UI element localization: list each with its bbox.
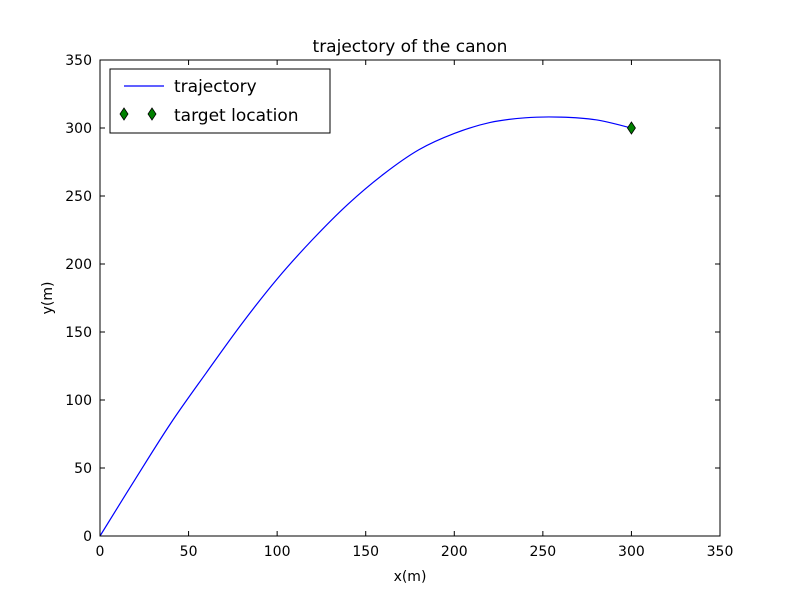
y-tick-label: 0 — [83, 529, 92, 545]
x-tick-label: 350 — [707, 544, 734, 560]
y-axis-title: y(m) — [40, 282, 56, 315]
x-tick-label: 300 — [618, 544, 645, 560]
x-tick-label: 0 — [96, 544, 105, 560]
y-tick-label: 350 — [65, 53, 92, 69]
y-tick-label: 150 — [65, 325, 92, 341]
legend-box — [109, 68, 331, 134]
legend-marker-right — [147, 107, 157, 121]
x-tick-label: 250 — [529, 544, 556, 560]
x-tick-label: 100 — [264, 544, 291, 560]
legend-label-trajectory: trajectory — [174, 77, 257, 97]
x-tick-label: 200 — [441, 544, 468, 560]
legend: trajectory target location — [109, 68, 331, 134]
x-axis-title: x(m) — [394, 569, 427, 585]
series-layer — [99, 116, 636, 537]
y-tick-label: 100 — [65, 393, 92, 409]
target-marker — [626, 121, 636, 135]
y-tick-label: 250 — [65, 189, 92, 205]
x-tick-label: 150 — [352, 544, 379, 560]
chart-title: trajectory of the canon — [313, 37, 508, 57]
plot-area — [100, 60, 720, 536]
x-tick-label: 50 — [180, 544, 198, 560]
y-tick-label: 50 — [74, 461, 92, 477]
legend-label-target: target location — [174, 106, 299, 126]
plot-frame — [99, 59, 721, 537]
y-tick-label: 200 — [65, 257, 92, 273]
legend-marker-left — [119, 107, 129, 121]
ticks-layer: 0 50 100 150 200 250 300 350 0 50 100 150 200 250 300 3… — [65, 53, 733, 560]
trajectory-line — [99, 116, 632, 537]
y-tick-label: 300 — [65, 121, 92, 137]
